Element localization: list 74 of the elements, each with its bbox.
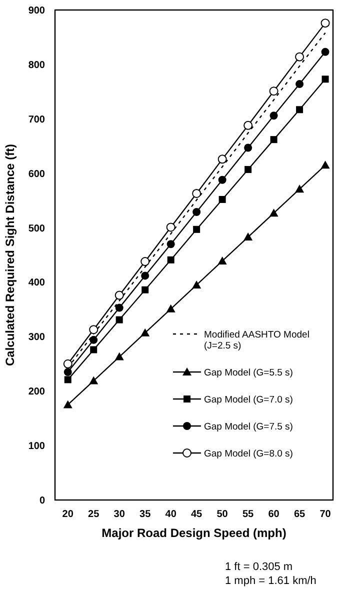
text: 1 ft = 0.305 m bbox=[225, 561, 293, 573]
point bbox=[295, 52, 304, 62]
legend-label: Modified AASHTO Model (J=2.5 s) bbox=[204, 329, 310, 352]
x-tick-label: 30 bbox=[114, 509, 126, 520]
point bbox=[296, 80, 304, 88]
point bbox=[63, 359, 72, 368]
point bbox=[218, 196, 226, 203]
x-tick-label: 40 bbox=[165, 509, 177, 520]
point bbox=[89, 376, 98, 384]
legend-label: Gap Model (G=7.0 s) bbox=[204, 394, 293, 406]
point bbox=[114, 352, 124, 360]
point bbox=[320, 160, 330, 169]
point bbox=[64, 368, 72, 376]
point bbox=[166, 240, 175, 248]
y-tick-label: 700 bbox=[28, 114, 46, 126]
y-tick-label: 200 bbox=[28, 386, 46, 398]
point bbox=[296, 106, 304, 114]
legend-label: Gap Model (G=7.5 s) bbox=[204, 421, 293, 432]
legend-label: Gap Model (G=8.0 s) bbox=[204, 448, 293, 460]
y-tick-label: 600 bbox=[28, 168, 46, 180]
x-axis-title: Major Road Design Speed (mph) bbox=[102, 526, 286, 540]
y-tick-label: 900 bbox=[28, 6, 46, 16]
point bbox=[90, 336, 98, 344]
x-tick-label: 65 bbox=[294, 509, 306, 520]
y-tick-label: 400 bbox=[28, 278, 46, 289]
text: 1 mph = 1.61 km/h bbox=[225, 575, 316, 587]
point bbox=[320, 18, 330, 28]
x-tick-label: 60 bbox=[268, 509, 280, 520]
legend-label: Gap Model (G=5.5 s) bbox=[204, 367, 293, 378]
point bbox=[115, 304, 124, 312]
y-tick-label: 300 bbox=[28, 332, 46, 344]
point bbox=[218, 256, 227, 264]
point bbox=[218, 154, 227, 164]
point bbox=[166, 304, 176, 312]
point bbox=[244, 166, 252, 174]
x-tick-label: 55 bbox=[242, 509, 254, 520]
point bbox=[193, 226, 200, 233]
point bbox=[192, 188, 202, 198]
point bbox=[244, 232, 253, 241]
x-tick-label: 45 bbox=[191, 509, 203, 520]
point bbox=[116, 316, 123, 324]
y-tick-label: 0 bbox=[39, 496, 46, 506]
point bbox=[321, 48, 330, 56]
x-tick-label: 20 bbox=[62, 509, 74, 520]
point bbox=[322, 76, 329, 83]
point bbox=[167, 256, 174, 264]
point bbox=[114, 290, 124, 300]
point bbox=[166, 222, 176, 232]
y-tick-label: 100 bbox=[28, 441, 46, 452]
y-tick-label: 500 bbox=[28, 223, 46, 234]
x-tick-label: 50 bbox=[216, 509, 228, 520]
point bbox=[218, 176, 226, 184]
point bbox=[63, 400, 72, 408]
point bbox=[89, 325, 98, 334]
point bbox=[295, 184, 304, 193]
point bbox=[90, 346, 98, 354]
point bbox=[244, 144, 252, 152]
x-tick-label: 25 bbox=[88, 509, 100, 520]
point bbox=[141, 272, 150, 280]
point bbox=[140, 257, 150, 266]
point bbox=[192, 208, 201, 216]
point bbox=[244, 120, 253, 130]
point bbox=[270, 136, 278, 144]
point bbox=[269, 86, 278, 96]
x-tick-label: 70 bbox=[320, 509, 332, 520]
y-tick-label: 800 bbox=[28, 60, 46, 71]
point bbox=[142, 286, 149, 294]
point bbox=[64, 376, 72, 384]
point bbox=[192, 280, 202, 288]
point bbox=[140, 328, 150, 336]
y-axis-title: Calculated Required Sight Distance (ft) bbox=[3, 144, 17, 366]
point bbox=[270, 112, 278, 120]
point bbox=[269, 208, 278, 217]
x-tick-label: 35 bbox=[140, 509, 152, 520]
